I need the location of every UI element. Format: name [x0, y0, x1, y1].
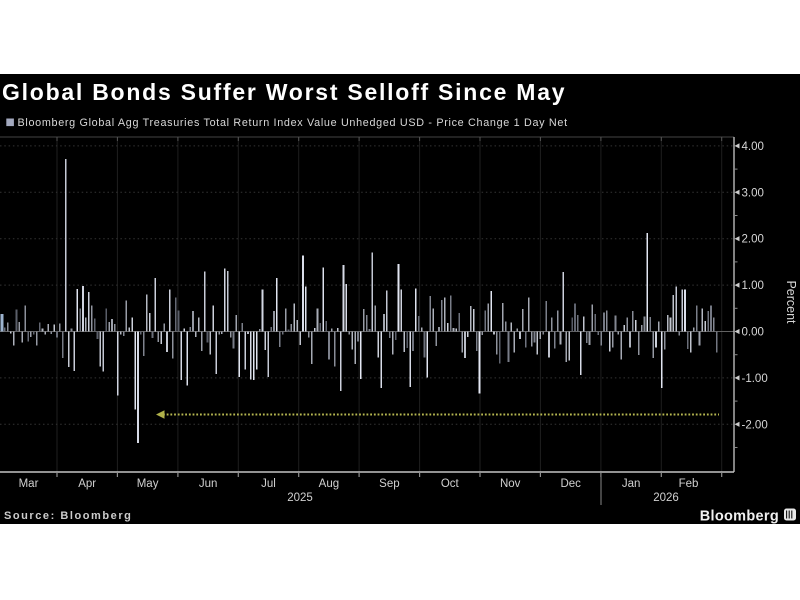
svg-text:Jan: Jan: [622, 478, 641, 490]
svg-text:-1.00: -1.00: [742, 373, 768, 385]
svg-text:3.00: 3.00: [742, 187, 764, 199]
svg-text:1.00: 1.00: [742, 280, 764, 292]
svg-text:Bloomberg: Bloomberg: [700, 509, 779, 525]
svg-text:4.00: 4.00: [742, 141, 764, 153]
svg-text:Nov: Nov: [500, 478, 521, 490]
svg-text:Feb: Feb: [679, 478, 699, 490]
svg-text:0.00: 0.00: [742, 327, 764, 339]
svg-text:Source: Bloomberg: Source: Bloomberg: [4, 510, 132, 522]
svg-text:2.00: 2.00: [742, 234, 764, 246]
svg-text:Aug: Aug: [319, 478, 339, 490]
svg-text:Oct: Oct: [441, 478, 460, 490]
svg-text:2025: 2025: [287, 492, 313, 504]
svg-text:Percent: Percent: [784, 280, 798, 324]
svg-text:Apr: Apr: [78, 478, 96, 490]
svg-text:2026: 2026: [653, 492, 679, 504]
svg-text:Bloomberg Global Agg Treasurie: Bloomberg Global Agg Treasuries Total Re…: [18, 117, 568, 129]
svg-text:Jun: Jun: [199, 478, 218, 490]
svg-text:Sep: Sep: [379, 478, 399, 490]
svg-text:Global Bonds Suffer Worst Sell: Global Bonds Suffer Worst Selloff Since …: [2, 79, 566, 105]
svg-text:Dec: Dec: [560, 478, 581, 490]
svg-text:Jul: Jul: [261, 478, 276, 490]
svg-text:Mar: Mar: [19, 478, 39, 490]
svg-text:May: May: [137, 478, 159, 490]
svg-text:-2.00: -2.00: [742, 419, 768, 431]
